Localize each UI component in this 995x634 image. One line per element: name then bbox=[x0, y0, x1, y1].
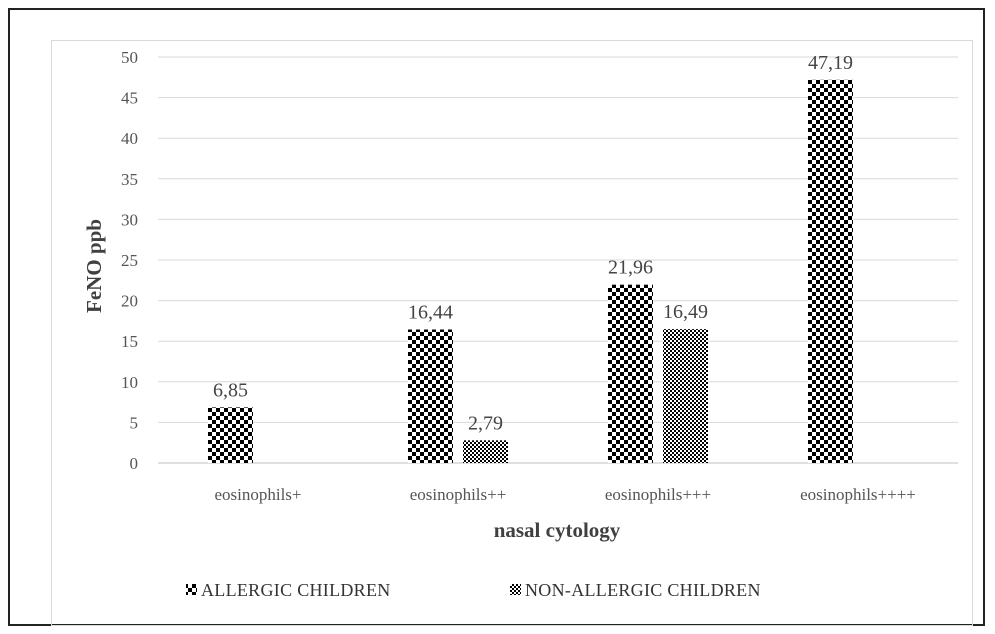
y-tick-label: 35 bbox=[121, 170, 138, 189]
bar-allergic bbox=[608, 284, 653, 463]
legend-label: NON-ALLERGIC CHILDREN bbox=[525, 580, 761, 600]
y-tick-label: 20 bbox=[121, 292, 138, 311]
data-labels: 6,85 16,44 2,79 21,96 16,49 47,19 bbox=[213, 52, 853, 435]
legend: ALLERGIC CHILDREN NON-ALLERGIC CHILDREN bbox=[186, 580, 761, 600]
x-axis-ticks: eosinophils+ eosinophils++ eosinophils+++ e… bbox=[214, 485, 915, 504]
bar-non-allergic bbox=[663, 329, 708, 463]
data-label: 16,44 bbox=[408, 302, 453, 324]
x-tick-label: eosinophils++ bbox=[410, 485, 507, 504]
x-tick-label: eosinophils+++ bbox=[605, 485, 711, 504]
y-tick-label: 15 bbox=[121, 332, 138, 351]
y-tick-label: 10 bbox=[121, 373, 138, 392]
x-tick-label: eosinophils++++ bbox=[800, 485, 916, 504]
data-label: 6,85 bbox=[213, 379, 248, 401]
x-tick-label: eosinophils+ bbox=[214, 485, 301, 504]
bars bbox=[208, 79, 853, 463]
y-tick-label: 30 bbox=[121, 210, 138, 229]
data-label: 21,96 bbox=[608, 257, 653, 279]
legend-swatch bbox=[186, 584, 197, 595]
y-axis-ticks: 0 5 10 15 20 25 30 35 40 45 50 bbox=[121, 48, 138, 473]
y-tick-label: 45 bbox=[121, 89, 138, 108]
y-tick-label: 40 bbox=[121, 129, 138, 148]
y-tick-label: 5 bbox=[130, 413, 139, 432]
bar-allergic bbox=[808, 79, 853, 463]
bar-allergic bbox=[408, 329, 453, 463]
x-axis-title: nasal cytology bbox=[494, 518, 621, 542]
data-label: 2,79 bbox=[468, 412, 503, 434]
bar-non-allergic bbox=[463, 440, 508, 463]
y-axis-title: FeNO ppb bbox=[82, 219, 106, 313]
data-label: 16,49 bbox=[663, 301, 708, 323]
y-tick-label: 25 bbox=[121, 251, 138, 270]
y-tick-label: 50 bbox=[121, 48, 138, 67]
data-label: 47,19 bbox=[808, 52, 853, 74]
bar-allergic bbox=[208, 407, 253, 463]
chart-area bbox=[51, 40, 973, 626]
legend-swatch bbox=[510, 584, 521, 595]
figure-frame bbox=[8, 8, 985, 626]
legend-label: ALLERGIC CHILDREN bbox=[201, 580, 391, 600]
y-tick-label: 0 bbox=[130, 454, 139, 473]
